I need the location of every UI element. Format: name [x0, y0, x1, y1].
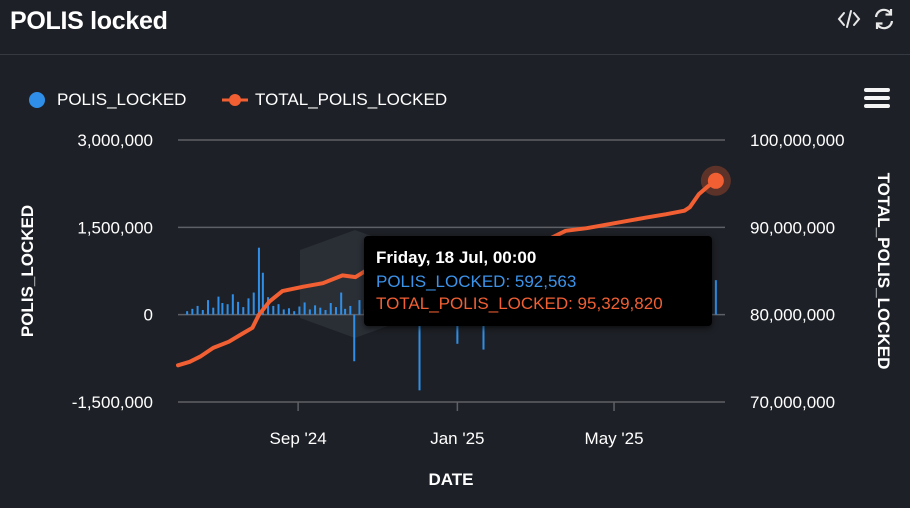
bar: [714, 280, 717, 315]
bar: [482, 314, 485, 350]
bar: [196, 305, 199, 315]
bar: [303, 302, 306, 315]
y-right-tick-label: 100,000,000: [750, 131, 845, 150]
bar: [308, 309, 311, 315]
bar: [344, 308, 347, 315]
legend-label: POLIS_LOCKED: [57, 90, 187, 109]
legend-dot-icon: [29, 92, 45, 108]
bar: [456, 314, 459, 344]
bar: [329, 303, 332, 315]
bar: [353, 314, 356, 362]
y-left-tick-label: 3,000,000: [77, 131, 153, 150]
chart-tooltip: Friday, 18 Jul, 00:00 POLIS_LOCKED: 592,…: [364, 236, 712, 326]
y-left-tick-label: 1,500,000: [77, 218, 153, 237]
x-tick-label: Jan '25: [430, 429, 484, 448]
bar: [349, 305, 352, 315]
tooltip-total-polis-locked: TOTAL_POLIS_LOCKED: 95,329,820: [376, 294, 663, 313]
bar: [418, 314, 421, 391]
legend-line-icon: [222, 94, 248, 106]
bar: [201, 310, 204, 315]
bar: [231, 294, 234, 315]
bar: [314, 305, 317, 315]
legend-item-total-polis-locked[interactable]: TOTAL_POLIS_LOCKED: [221, 88, 447, 112]
bar: [191, 308, 194, 315]
bar: [282, 309, 285, 315]
y-right-tick-label: 70,000,000: [750, 393, 835, 412]
highlight-point: [707, 172, 724, 189]
y-left-tick-label: -1,500,000: [72, 393, 153, 412]
legend-item-polis-locked[interactable]: POLIS_LOCKED: [27, 88, 186, 112]
bar: [186, 311, 189, 315]
x-tick-label: May '25: [585, 429, 644, 448]
y-right-tick-label: 80,000,000: [750, 306, 835, 325]
code-icon[interactable]: [836, 6, 862, 32]
bar: [334, 307, 337, 315]
y-right-tick-label: 90,000,000: [750, 218, 835, 237]
bar: [247, 298, 250, 315]
bar: [358, 300, 361, 315]
bar: [277, 304, 280, 315]
bar: [237, 301, 240, 315]
y-left-axis-label: POLIS_LOCKED: [18, 205, 37, 337]
bar: [324, 310, 327, 315]
y-left-tick-label: 0: [144, 306, 153, 325]
x-tick-label: Sep '24: [270, 429, 327, 448]
bar: [221, 303, 224, 315]
bar: [257, 247, 260, 315]
bar: [340, 292, 343, 315]
y-right-axis-label: TOTAL_POLIS_LOCKED: [874, 173, 893, 370]
bar: [226, 304, 229, 315]
chart-header: POLIS locked: [0, 0, 910, 55]
bar: [252, 292, 255, 315]
bar: [298, 306, 301, 315]
page-title: POLIS locked: [10, 7, 168, 35]
bar: [272, 305, 275, 315]
hamburger-menu-icon[interactable]: [864, 88, 890, 110]
bar: [212, 307, 215, 315]
bar: [242, 307, 245, 315]
bar: [207, 300, 210, 315]
refresh-icon[interactable]: [871, 6, 897, 32]
bar: [261, 272, 264, 315]
bar: [293, 311, 296, 315]
bar: [319, 307, 322, 315]
tooltip-polis-locked: POLIS_LOCKED: 592,563: [376, 272, 577, 291]
legend-label: TOTAL_POLIS_LOCKED: [255, 90, 448, 109]
tooltip-date: Friday, 18 Jul, 00:00: [376, 248, 537, 267]
x-axis-label: DATE: [428, 470, 473, 489]
bar: [287, 308, 290, 315]
bar: [217, 296, 220, 315]
